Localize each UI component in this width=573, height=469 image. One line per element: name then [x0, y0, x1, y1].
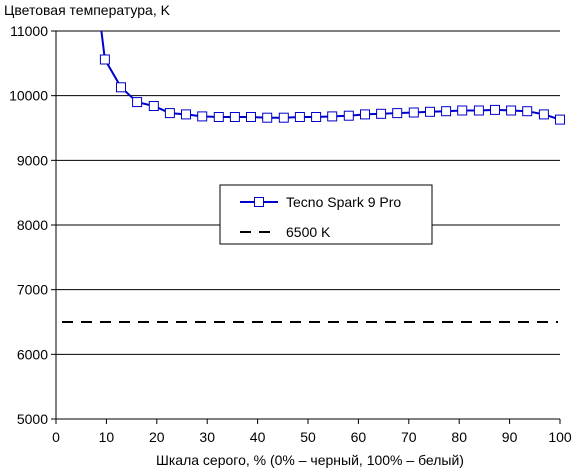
x-tick-label: 10	[99, 429, 115, 445]
data-point	[311, 112, 322, 122]
data-point	[473, 105, 484, 116]
legend-box	[219, 184, 433, 245]
x-tick-label: 20	[149, 429, 165, 445]
legend-marker-tecno	[254, 197, 264, 207]
x-tick-label: 60	[351, 429, 367, 445]
y-axis-title: Цветовая температура, K	[4, 2, 171, 18]
x-tick-label: 80	[451, 429, 467, 445]
axes: 5000 6000 7000 8000 9000 10000 11000 0 10 20 30 40 5…	[9, 23, 572, 445]
data-point	[490, 104, 500, 115]
legend-label-tecno: Tecno Spark 9 Pro	[286, 194, 401, 210]
x-tick-label: 50	[300, 429, 316, 445]
y-tick-label: 7000	[17, 282, 48, 298]
data-point	[99, 54, 110, 65]
y-tick-label: 8000	[17, 217, 48, 233]
data-point	[148, 101, 159, 111]
data-point	[294, 112, 305, 122]
data-point	[197, 111, 208, 122]
x-tick-label: 0	[52, 429, 60, 445]
data-point	[229, 112, 240, 122]
legend-label-6500k: 6500 K	[286, 224, 331, 240]
y-tick-label: 9000	[17, 152, 48, 168]
y-tick-label: 6000	[17, 346, 48, 362]
data-point	[132, 97, 143, 108]
data-point	[376, 108, 387, 119]
x-tick-label: 100	[548, 429, 572, 445]
x-axis-title: Шкала серого, % (0% – черный, 100% – бел…	[156, 452, 464, 468]
series-layer	[62, 30, 565, 323]
data-point	[343, 110, 354, 121]
data-point	[213, 112, 224, 122]
data-point	[457, 105, 468, 116]
data-point	[246, 112, 256, 122]
data-point	[116, 82, 126, 93]
data-point	[506, 105, 517, 116]
x-tick-label: 70	[401, 429, 417, 445]
data-point	[538, 109, 549, 120]
y-tick-label: 10000	[9, 88, 48, 104]
data-point	[360, 109, 370, 120]
x-tick-label: 90	[502, 429, 518, 445]
data-point	[408, 107, 419, 118]
y-tick-label: 5000	[17, 411, 48, 427]
data-point	[522, 106, 533, 117]
data-point	[425, 106, 435, 117]
data-point	[278, 112, 289, 123]
data-point	[327, 111, 338, 122]
data-point	[441, 106, 452, 117]
x-tick-label: 30	[199, 429, 215, 445]
data-point	[164, 108, 175, 119]
data-point	[392, 108, 403, 119]
data-point	[555, 114, 565, 125]
x-tick-label: 40	[250, 429, 266, 445]
y-tick-label: 11000	[10, 23, 48, 39]
data-point	[181, 109, 191, 120]
data-point	[262, 112, 273, 123]
legend: Tecno Spark 9 Pro 6500 K	[219, 184, 433, 245]
